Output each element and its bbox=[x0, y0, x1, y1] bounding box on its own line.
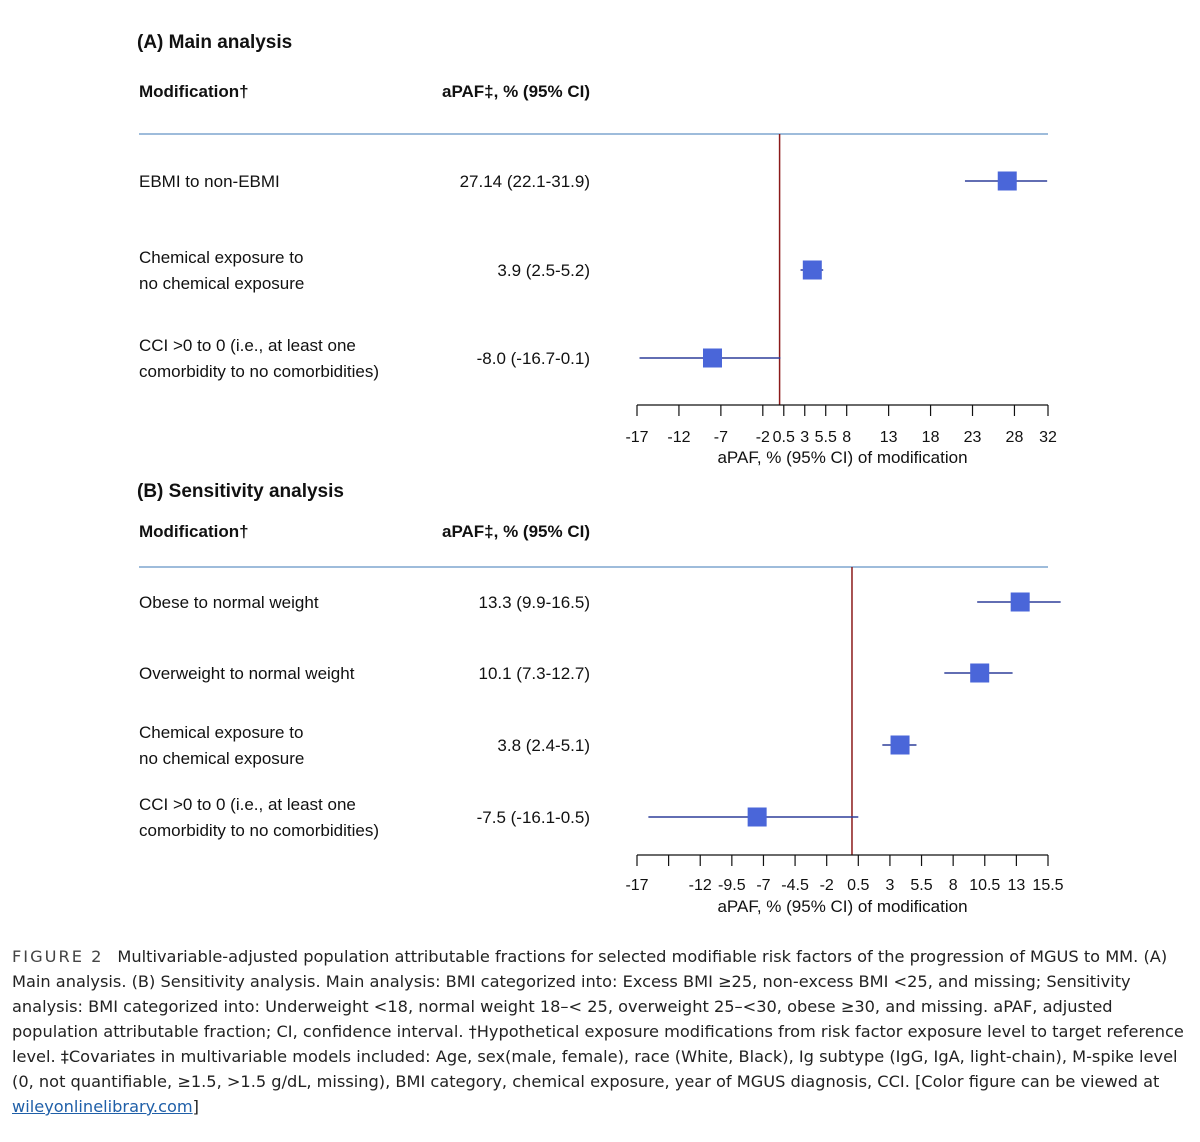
column-header-modification: Modification† bbox=[139, 82, 249, 101]
estimate-marker bbox=[1010, 592, 1030, 612]
row-value: 27.14 (22.1-31.9) bbox=[460, 172, 590, 191]
estimate-marker bbox=[997, 171, 1017, 191]
row-value: 13.3 (9.9-16.5) bbox=[478, 593, 590, 612]
x-tick-label: 18 bbox=[922, 429, 940, 446]
x-tick-label: 28 bbox=[1006, 429, 1024, 446]
x-axis-label: aPAF, % (95% CI) of modification bbox=[717, 897, 967, 916]
x-tick-label: 13 bbox=[1007, 877, 1025, 894]
x-tick-label: 8 bbox=[949, 877, 958, 894]
forest-plot-figure: (A) Main analysis Modification† aPAF‡, % (… bbox=[137, 32, 1064, 916]
x-tick-label: 13 bbox=[880, 429, 898, 446]
forest-plot-svg: (A) Main analysis Modification† aPAF‡, % (… bbox=[137, 32, 1064, 916]
row-value: -8.0 (-16.7-0.1) bbox=[477, 349, 590, 368]
column-header-modification: Modification† bbox=[139, 522, 249, 541]
row-label: CCI >0 to 0 (i.e., at least one bbox=[139, 795, 356, 814]
row-label: CCI >0 to 0 (i.e., at least one bbox=[139, 336, 356, 355]
panel-title: (A) Main analysis bbox=[137, 32, 292, 53]
row-label: Obese to normal weight bbox=[139, 593, 319, 612]
x-tick-label: -17 bbox=[625, 877, 648, 894]
x-tick-label: 10.5 bbox=[969, 877, 1000, 894]
x-tick-label: 0.5 bbox=[847, 877, 869, 894]
x-tick-label: -9.5 bbox=[718, 877, 746, 894]
x-tick-label: -17 bbox=[625, 429, 648, 446]
row-label: comorbidity to no comorbidities) bbox=[139, 362, 379, 381]
x-tick-label: 5.5 bbox=[910, 877, 932, 894]
row-label: EBMI to non-EBMI bbox=[139, 172, 280, 191]
x-tick-label: 15.5 bbox=[1032, 877, 1063, 894]
row-label: Chemical exposure to bbox=[139, 723, 303, 742]
estimate-marker bbox=[802, 260, 822, 280]
x-tick-label: 32 bbox=[1039, 429, 1057, 446]
caption-text: Multivariable-adjusted population attrib… bbox=[12, 947, 1184, 1091]
caption-link[interactable]: wileyonlinelibrary.com bbox=[12, 1097, 193, 1116]
column-header-apaf: aPAF‡, % (95% CI) bbox=[442, 82, 590, 101]
x-tick-label: 23 bbox=[964, 429, 982, 446]
x-tick-label: -7 bbox=[756, 877, 770, 894]
x-tick-label: -12 bbox=[689, 877, 712, 894]
panel-title: (B) Sensitivity analysis bbox=[137, 481, 344, 502]
caption-end: ] bbox=[192, 1097, 199, 1116]
row-value: 3.9 (2.5-5.2) bbox=[497, 261, 590, 280]
x-tick-label: -2 bbox=[756, 429, 770, 446]
estimate-marker bbox=[747, 807, 767, 827]
row-value: 3.8 (2.4-5.1) bbox=[497, 736, 590, 755]
x-tick-label: -7 bbox=[714, 429, 728, 446]
x-tick-label: 8 bbox=[842, 429, 851, 446]
row-value: -7.5 (-16.1-0.5) bbox=[477, 808, 590, 827]
row-label: comorbidity to no comorbidities) bbox=[139, 821, 379, 840]
row-label: no chemical exposure bbox=[139, 274, 304, 293]
x-axis-label: aPAF, % (95% CI) of modification bbox=[717, 448, 967, 467]
estimate-marker bbox=[702, 348, 722, 368]
x-tick-label: 0.5 bbox=[773, 429, 795, 446]
x-tick-label: -2 bbox=[820, 877, 834, 894]
row-value: 10.1 (7.3-12.7) bbox=[478, 664, 590, 683]
figure-caption: FIGURE 2 Multivariable-adjusted populatio… bbox=[12, 944, 1188, 1119]
x-tick-label: -12 bbox=[667, 429, 690, 446]
row-label: no chemical exposure bbox=[139, 749, 304, 768]
column-header-apaf: aPAF‡, % (95% CI) bbox=[442, 522, 590, 541]
x-tick-label: 3 bbox=[800, 429, 809, 446]
row-label: Chemical exposure to bbox=[139, 248, 303, 267]
row-label: Overweight to normal weight bbox=[139, 664, 355, 683]
x-tick-label: 5.5 bbox=[815, 429, 837, 446]
figure-label: FIGURE 2 bbox=[12, 947, 104, 966]
x-tick-label: 3 bbox=[885, 877, 894, 894]
estimate-marker bbox=[890, 735, 910, 755]
estimate-marker bbox=[970, 663, 990, 683]
x-tick-label: -4.5 bbox=[781, 877, 809, 894]
